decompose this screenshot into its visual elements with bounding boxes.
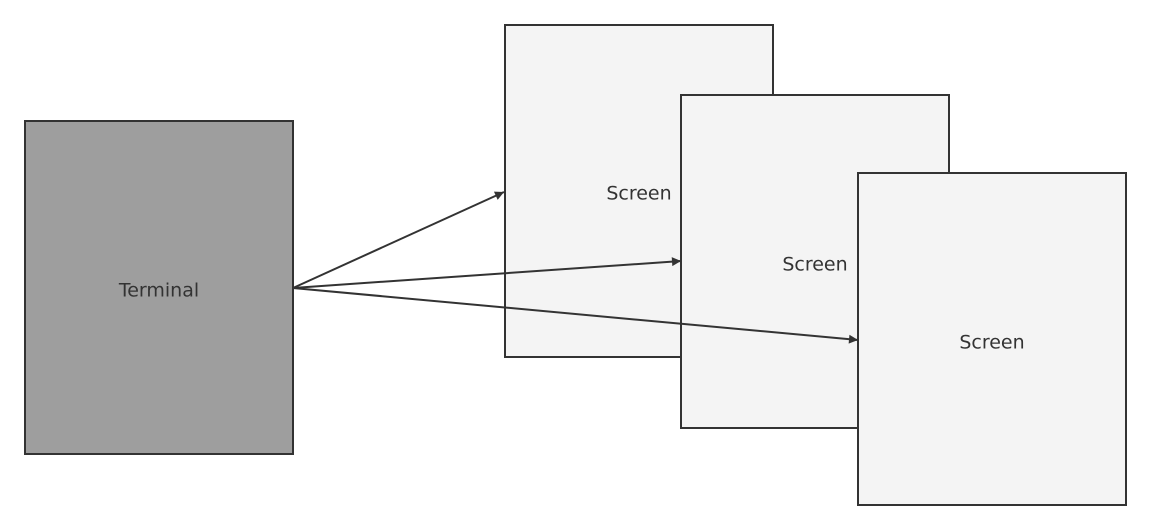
screen-label-3: Screen	[959, 332, 1024, 354]
screen-label-1: Screen	[606, 183, 671, 205]
screen-node-3: Screen	[857, 172, 1127, 506]
edge-terminal-to-screen-3	[292, 287, 859, 344]
terminal-label: Terminal	[118, 280, 199, 302]
edge-terminal-to-screen-1	[292, 191, 505, 289]
terminal-box	[24, 120, 294, 455]
screen-box-3	[857, 172, 1127, 506]
edge-terminal-to-screen-2	[292, 257, 682, 289]
terminal-node: Terminal	[24, 120, 294, 455]
screen-label-2: Screen	[782, 254, 847, 276]
